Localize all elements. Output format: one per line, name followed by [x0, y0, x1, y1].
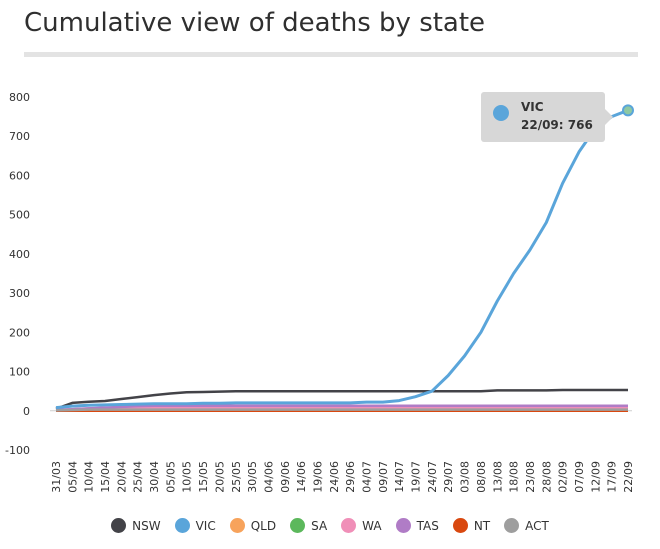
x-tick-label: 30/04 [148, 461, 161, 493]
x-tick-label: 29/06 [344, 461, 357, 493]
series-line-tas [55, 404, 628, 412]
legend-swatch [341, 518, 357, 533]
legend-item-nsw[interactable]: NSW [111, 518, 161, 533]
legend-swatch [174, 518, 190, 533]
tooltip-series-name: VIC [521, 100, 544, 114]
x-tick-label: 04/06 [262, 461, 275, 493]
legend-label: VIC [195, 518, 216, 533]
x-tick-label: 24/07 [426, 461, 439, 493]
y-tick-label: -100 [5, 444, 30, 457]
x-axis-ticks: 31/03 05/04 10/04 15/04 20/04 25/04 30/04 05/05… [50, 461, 635, 493]
chart-title: Cumulative view of deaths by state [24, 8, 486, 38]
x-tick-label: 19/06 [311, 461, 324, 493]
x-tick-label: 20/05 [213, 461, 226, 493]
x-tick-label: 29/07 [442, 461, 455, 493]
legend-item-vic[interactable]: VIC [174, 518, 216, 533]
y-tick-label: 800 [9, 91, 30, 104]
vic-last-point-marker[interactable] [622, 104, 634, 117]
x-tick-label: 14/07 [393, 461, 406, 493]
legend-item-tas[interactable]: TAS [395, 518, 439, 533]
title-divider [24, 52, 638, 57]
x-tick-label: 19/07 [410, 461, 423, 493]
x-tick-label: 25/04 [132, 461, 145, 493]
tooltip-value: 22/09: 766 [521, 118, 593, 132]
legend-label: TAS [416, 518, 439, 533]
x-tick-label: 14/06 [295, 461, 308, 493]
legend-label: QLD [250, 518, 277, 533]
x-tick-label: 28/08 [540, 461, 553, 493]
legend-item-sa[interactable]: SA [290, 518, 327, 533]
x-tick-label: 05/05 [164, 461, 177, 493]
series-line-vic [55, 108, 629, 410]
y-tick-label: 200 [9, 326, 30, 339]
y-tick-label: 300 [9, 287, 30, 300]
x-tick-label: 22/09 [622, 461, 635, 493]
x-tick-label: 30/05 [246, 461, 259, 493]
tooltip: VIC 22/09: 766 [481, 92, 613, 142]
legend-item-wa[interactable]: WA [341, 518, 382, 533]
y-tick-label: 700 [9, 130, 30, 143]
series-line-act [55, 408, 628, 412]
x-tick-label: 18/08 [508, 461, 521, 493]
legend-swatch [452, 518, 468, 533]
x-tick-label: 25/05 [230, 461, 243, 493]
legend-swatch [229, 518, 245, 533]
x-tick-label: 13/08 [491, 461, 504, 493]
x-tick-label: 12/09 [589, 461, 602, 493]
legend-swatch [111, 518, 127, 533]
x-tick-label: 05/04 [66, 461, 79, 493]
legend-swatch [504, 518, 520, 533]
x-tick-label: 10/05 [181, 461, 194, 493]
x-tick-label: 10/04 [83, 461, 96, 493]
x-tick-label: 20/04 [115, 461, 128, 493]
legend: NSW VIC QLD SA WA TAS NT ACT [0, 518, 660, 533]
legend-item-nt[interactable]: NT [452, 518, 491, 533]
x-tick-label: 03/08 [459, 461, 472, 493]
x-tick-label: 07/09 [573, 461, 586, 493]
series-line-nsw [55, 388, 628, 410]
y-tick-label: 600 [9, 169, 30, 182]
x-tick-label: 17/09 [606, 461, 619, 493]
legend-item-qld[interactable]: QLD [229, 518, 277, 533]
y-tick-label: 0 [23, 405, 30, 418]
y-tick-label: 500 [9, 209, 30, 222]
x-tick-label: 23/08 [524, 461, 537, 493]
x-tick-label: 09/07 [377, 461, 390, 493]
x-tick-label: 24/06 [328, 461, 341, 493]
y-tick-label: 400 [9, 248, 30, 261]
x-tick-label: 15/04 [99, 461, 112, 493]
line-chart: -100 0 100 200 300 400 500 600 700 800 31/03 05/04… [5, 91, 635, 493]
legend-label: NSW [132, 518, 161, 533]
hover-marker [622, 104, 634, 117]
x-tick-label: 08/08 [475, 461, 488, 493]
legend-swatch [290, 518, 306, 533]
legend-label: SA [311, 518, 328, 533]
legend-label: ACT [525, 518, 549, 533]
x-tick-label: 02/09 [557, 461, 570, 493]
legend-swatch [395, 518, 411, 533]
series-line-wa [55, 405, 628, 412]
tooltip-series-dot [493, 105, 509, 121]
series-lines [55, 108, 629, 413]
x-tick-label: 09/06 [279, 461, 292, 493]
y-tick-label: 100 [9, 366, 30, 379]
y-axis-ticks: -100 0 100 200 300 400 500 600 700 800 [5, 91, 30, 457]
legend-item-act[interactable]: ACT [504, 518, 549, 533]
legend-label: WA [362, 518, 382, 533]
x-tick-label: 31/03 [50, 461, 63, 493]
legend-label: NT [473, 518, 491, 533]
x-tick-label: 15/05 [197, 461, 210, 493]
x-tick-label: 04/07 [361, 461, 374, 493]
